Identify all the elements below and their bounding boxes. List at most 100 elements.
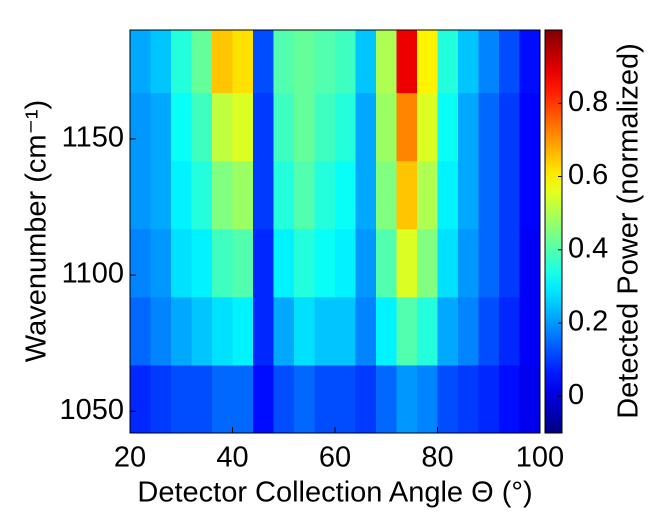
heatmap-cell — [519, 92, 541, 162]
heatmap-cell — [417, 228, 438, 298]
heatmap-cell — [355, 92, 377, 162]
heatmap-cell — [499, 160, 520, 230]
heatmap-cell — [273, 228, 295, 298]
heatmap-cell — [130, 92, 151, 162]
heatmap-cell — [171, 92, 192, 162]
heatmap-cell — [417, 364, 438, 434]
heatmap-cell — [478, 296, 500, 366]
x-tick-label: 80 — [421, 442, 453, 474]
heatmap-cell — [519, 30, 541, 94]
heatmap-cell — [294, 228, 315, 298]
heatmap-cell — [458, 296, 479, 366]
heatmap-cell — [519, 364, 541, 434]
heatmap-cell — [355, 30, 377, 94]
heatmap-cell — [232, 160, 254, 230]
heatmap-cell — [171, 30, 192, 94]
heatmap-cell — [150, 92, 172, 162]
colorbar — [544, 29, 563, 434]
heatmap-cell — [171, 296, 192, 366]
heatmap-cell — [314, 364, 336, 434]
heatmap-cell — [253, 364, 274, 434]
heatmap-cell — [130, 296, 151, 366]
heatmap-cell — [294, 92, 315, 162]
heatmap-cell — [376, 228, 397, 298]
x-tick-label: 100 — [516, 442, 564, 474]
x-tick-label: 40 — [216, 442, 248, 474]
heatmap-cell — [396, 92, 418, 162]
heatmap-cell — [191, 92, 213, 162]
heatmap-cell — [232, 296, 254, 366]
colorbar-tick-label: 0.6 — [568, 159, 608, 191]
y-tick-label: 1050 — [59, 394, 124, 426]
heatmap-cell — [519, 296, 541, 366]
heatmap-cell — [355, 160, 377, 230]
heatmap-cell — [191, 30, 213, 94]
heatmap-cell — [417, 296, 438, 366]
heatmap-cell — [499, 92, 520, 162]
heatmap-cell — [499, 30, 520, 94]
heatmap-cell — [212, 228, 233, 298]
heatmap-cell — [294, 30, 315, 94]
heatmap-cell — [478, 30, 500, 94]
heatmap-cell — [417, 160, 438, 230]
heatmap-cell — [212, 92, 233, 162]
heatmap-cell — [150, 296, 172, 366]
heatmap-cell — [335, 296, 356, 366]
heatmap-cell — [335, 92, 356, 162]
heatmap-cell — [437, 160, 459, 230]
heatmap-cell — [253, 228, 274, 298]
heatmap-cell — [273, 30, 295, 94]
heatmap-cell — [130, 160, 151, 230]
heatmap-cell — [314, 30, 336, 94]
colorbar-tick-label: 0.2 — [568, 306, 608, 338]
heatmap-cell — [294, 160, 315, 230]
heatmap-cell — [417, 92, 438, 162]
y-axis-label: Wavenumber (cm⁻¹) — [21, 100, 53, 362]
heatmap-cell — [355, 364, 377, 434]
heatmap-cell — [396, 296, 418, 366]
heatmap-cell — [458, 30, 479, 94]
heatmap-cell — [478, 364, 500, 434]
heatmap-cell — [191, 160, 213, 230]
heatmap-cell — [232, 30, 254, 94]
heatmap-cell — [232, 92, 254, 162]
heatmap-cell — [478, 228, 500, 298]
heatmap-cell — [396, 228, 418, 298]
heatmap-cell — [314, 92, 336, 162]
heatmap-cell — [130, 30, 151, 94]
heatmap-cell — [376, 92, 397, 162]
heatmap-cell — [191, 228, 213, 298]
heatmap-cell — [191, 364, 213, 434]
heatmap-cell — [130, 228, 151, 298]
heatmap-cell — [150, 364, 172, 434]
heatmap-cell — [191, 296, 213, 366]
colorbar-tick-label: 0 — [568, 379, 584, 411]
heatmap-cell — [212, 160, 233, 230]
heatmap-cell — [253, 296, 274, 366]
heatmap-cell — [273, 92, 295, 162]
heatmap-cell — [396, 160, 418, 230]
heatmap-cell — [417, 30, 438, 94]
heatmap-cell — [437, 30, 459, 94]
heatmap-cell — [273, 296, 295, 366]
heatmap-cell — [314, 160, 336, 230]
heatmap-cell — [437, 296, 459, 366]
heatmap-cell — [499, 364, 520, 434]
heatmap-cell — [314, 228, 336, 298]
heatmap-cell — [212, 30, 233, 94]
heatmap-cell — [314, 296, 336, 366]
heatmap-cell — [253, 160, 274, 230]
heatmap-cell — [171, 228, 192, 298]
heatmap-cell — [294, 296, 315, 366]
heatmap-cell — [335, 30, 356, 94]
heatmap-cell — [150, 228, 172, 298]
y-tick-label: 1150 — [62, 122, 124, 154]
heatmap-cell — [150, 160, 172, 230]
heatmap-cell — [519, 160, 541, 230]
colorbar-tick-label: 0.4 — [568, 232, 608, 264]
heatmap-cell — [437, 228, 459, 298]
x-axis-label: Detector Collection Angle Θ (°) — [137, 477, 532, 509]
heatmap-cell — [150, 30, 172, 94]
heatmap-cell — [396, 364, 418, 434]
